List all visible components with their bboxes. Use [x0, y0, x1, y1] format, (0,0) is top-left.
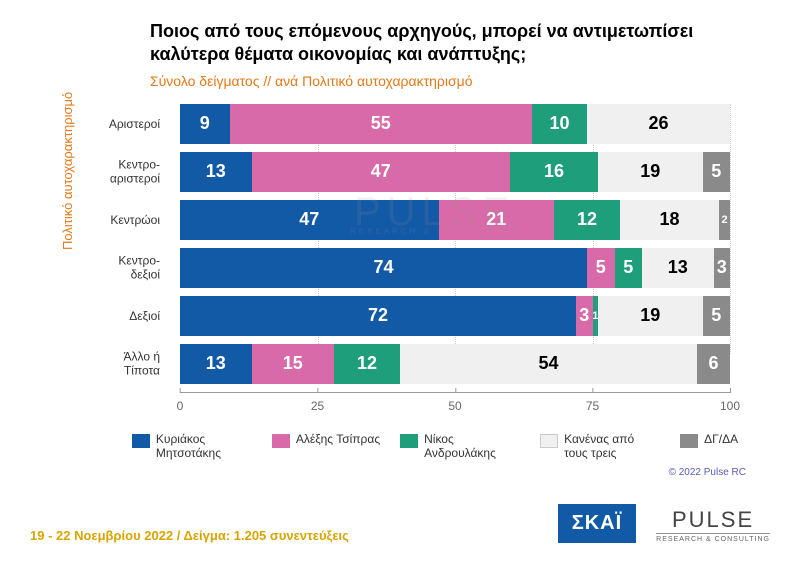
bar-row: Άλλο ήΤίποτα131512546 — [180, 344, 730, 384]
bar-segment: 55 — [230, 104, 533, 144]
logos: ΣΚΑΪ PULSE RESEARCH & CONSULTING — [558, 504, 770, 543]
legend-item: Κυριάκος Μητσοτάκης — [132, 432, 252, 461]
bar-segment: 5 — [703, 152, 731, 192]
bar-segment: 13 — [180, 152, 252, 192]
x-tick: 100 — [720, 393, 740, 413]
bar-segment: 16 — [510, 152, 598, 192]
bar-row: Κεντρο-δεξιοί7455133 — [180, 248, 730, 288]
bar-segment: 74 — [180, 248, 587, 288]
bar-segment: 10 — [532, 104, 587, 144]
bar-segment: 12 — [554, 200, 620, 240]
legend-text: Κυριάκος Μητσοτάκης — [156, 432, 252, 461]
chart-subtitle: Σύνολο δείγματος // ανά Πολιτικό αυτοχαρ… — [150, 73, 740, 89]
bar-segment: 5 — [703, 296, 731, 336]
legend-item: Νίκος Ανδρουλάκης — [400, 432, 520, 461]
bar-row: Αριστεροί9551026 — [180, 104, 730, 144]
bar-segment: 5 — [587, 248, 615, 288]
legend: Κυριάκος Μητσοτάκης Αλέξης Τσίπρας Νίκος Α… — [130, 432, 740, 461]
bar-row: Κεντρο-αριστεροί134716195 — [180, 152, 730, 192]
chart-area: Ποιος από τους επόμενους αρχηγούς, μπορε… — [50, 20, 740, 461]
bar-segment: 2 — [719, 200, 730, 240]
legend-swatch — [540, 434, 558, 448]
legend-swatch — [400, 434, 418, 448]
skai-logo: ΣΚΑΪ — [558, 504, 636, 543]
legend-text: ΔΓ/ΔΑ — [704, 432, 738, 446]
gridline — [730, 104, 731, 354]
pulse-logo: PULSE RESEARCH & CONSULTING — [656, 507, 770, 543]
bar-label: Άλλο ήΤίποτα — [45, 349, 170, 378]
legend-text: Νίκος Ανδρουλάκης — [424, 432, 520, 461]
pulse-logo-main: PULSE — [656, 507, 770, 533]
bar-segment: 9 — [180, 104, 230, 144]
bar-segment: 19 — [598, 296, 703, 336]
legend-item: Αλέξης Τσίπρας — [272, 432, 380, 461]
bar-segment: 13 — [642, 248, 714, 288]
bar-label: Αριστεροί — [45, 117, 170, 131]
copyright: © 2022 Pulse RC — [669, 467, 746, 478]
bar-segment: 13 — [180, 344, 252, 384]
footer-text: 19 - 22 Νοεμβρίου 2022 / Δείγμα: 1.205 σ… — [30, 528, 349, 543]
x-tick: 75 — [586, 393, 599, 413]
bar-segment: 47 — [252, 152, 511, 192]
bar-segment: 72 — [180, 296, 576, 336]
chart-title: Ποιος από τους επόμενους αρχηγούς, μπορε… — [150, 20, 740, 67]
bar-segment: 6 — [697, 344, 730, 384]
bar-row: Κεντρώοι472112182 — [180, 200, 730, 240]
bar-segment: 12 — [334, 344, 400, 384]
legend-item: ΔΓ/ΔΑ — [680, 432, 738, 461]
bar-segment: 3 — [714, 248, 731, 288]
bar-label: Κεντρο-δεξιοί — [45, 253, 170, 282]
bar-segment: 3 — [576, 296, 593, 336]
bar-segment: 47 — [180, 200, 439, 240]
legend-item: Κανένας από τους τρεις — [540, 432, 660, 461]
legend-swatch — [132, 434, 150, 448]
bar-row: Δεξιοί7231195 — [180, 296, 730, 336]
x-tick: 0 — [177, 393, 184, 413]
pulse-logo-sub: RESEARCH & CONSULTING — [656, 533, 770, 543]
bar-segment: 5 — [615, 248, 643, 288]
bar-segment: 18 — [620, 200, 719, 240]
bar-segment: 15 — [252, 344, 335, 384]
bar-segment: 26 — [587, 104, 730, 144]
footer: 19 - 22 Νοεμβρίου 2022 / Δείγμα: 1.205 σ… — [30, 504, 770, 543]
legend-text: Αλέξης Τσίπρας — [296, 432, 380, 446]
bar-label: Κεντρώοι — [45, 213, 170, 227]
bar-segment: 54 — [400, 344, 697, 384]
bar-label: Κεντρο-αριστεροί — [45, 157, 170, 186]
bar-segment: 21 — [439, 200, 555, 240]
bars-container: Αριστεροί9551026 Κεντρο-αριστεροί13471619… — [180, 104, 730, 384]
bars-wrapper: Αριστεροί9551026 Κεντρο-αριστεροί13471619… — [50, 104, 740, 422]
legend-swatch — [272, 434, 290, 448]
bar-label: Δεξιοί — [45, 309, 170, 323]
x-tick: 25 — [311, 393, 324, 413]
x-axis: 0255075100 — [180, 392, 730, 422]
legend-text: Κανένας από τους τρεις — [564, 432, 660, 461]
x-tick: 50 — [448, 393, 461, 413]
bar-segment: 19 — [598, 152, 703, 192]
legend-swatch — [680, 434, 698, 448]
